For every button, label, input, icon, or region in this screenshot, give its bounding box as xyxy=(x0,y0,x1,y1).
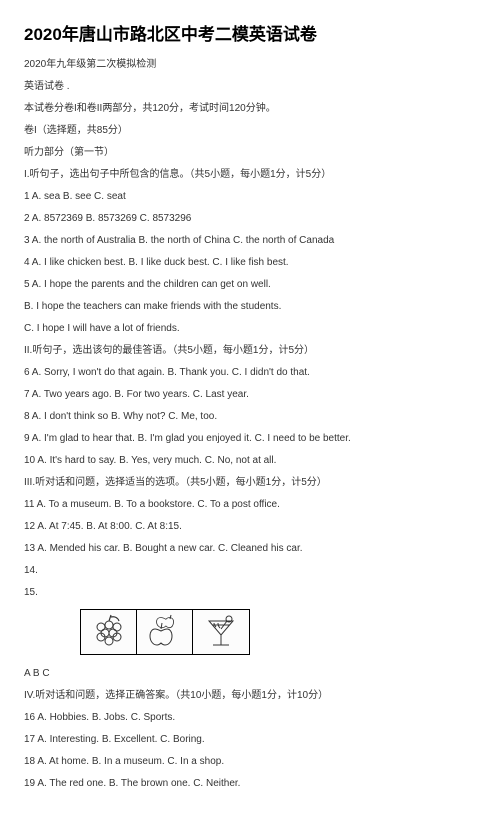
apples-icon xyxy=(143,613,187,651)
cocktail-icon xyxy=(199,613,243,651)
text-line: 本试卷分卷I和卷II两部分，共120分，考试时间120分钟。 xyxy=(24,103,480,115)
document-body: 2020年九年级第二次模拟检测 英语试卷 . 本试卷分卷I和卷II两部分，共12… xyxy=(24,59,480,790)
text-line: 2020年九年级第二次模拟检测 xyxy=(24,59,480,71)
image-cell-cocktail xyxy=(193,610,249,654)
text-line: 4 A. I like chicken best. B. I like duck… xyxy=(24,257,480,269)
text-line: 英语试卷 . xyxy=(24,81,480,93)
text-line: 19 A. The red one. B. The brown one. C. … xyxy=(24,778,480,790)
image-cell-apples xyxy=(137,610,193,654)
image-box xyxy=(80,609,250,655)
text-line: 15. xyxy=(24,587,480,599)
answer-image-row xyxy=(80,609,480,656)
text-line: 3 A. the north of Australia B. the north… xyxy=(24,235,480,247)
text-line: IV.听对话和问题，选择正确答案。（共10小题，每小题1分，计10分） xyxy=(24,690,480,702)
text-line: III.听对话和问题，选择适当的选项。（共5小题，每小题1分，计5分） xyxy=(24,477,480,489)
text-line: B. I hope the teachers can make friends … xyxy=(24,301,480,313)
text-line: 11 A. To a museum. B. To a bookstore. C.… xyxy=(24,499,480,511)
text-line: 17 A. Interesting. B. Excellent. C. Bori… xyxy=(24,734,480,746)
text-line: C. I hope I will have a lot of friends. xyxy=(24,323,480,335)
text-line: 5 A. I hope the parents and the children… xyxy=(24,279,480,291)
text-line: 14. xyxy=(24,565,480,577)
text-line: 10 A. It's hard to say. B. Yes, very muc… xyxy=(24,455,480,467)
text-line: I.听句子，选出句子中所包含的信息。（共5小题，每小题1分，计5分） xyxy=(24,169,480,181)
grapes-icon xyxy=(87,613,131,651)
text-line: 8 A. I don't think so B. Why not? C. Me,… xyxy=(24,411,480,423)
text-line: 2 A. 8572369 B. 8573269 C. 8573296 xyxy=(24,213,480,225)
text-line: 1 A. sea B. see C. seat xyxy=(24,191,480,203)
text-line: 7 A. Two years ago. B. For two years. C.… xyxy=(24,389,480,401)
text-line: A B C xyxy=(24,668,480,680)
text-line: 13 A. Mended his car. B. Bought a new ca… xyxy=(24,543,480,555)
image-cell-grapes xyxy=(81,610,137,654)
text-line: 听力部分（第一节） xyxy=(24,147,480,159)
text-line: 卷I（选择题，共85分） xyxy=(24,125,480,137)
page-title: 2020年唐山市路北区中考二模英语试卷 xyxy=(24,20,480,45)
text-line: 16 A. Hobbies. B. Jobs. C. Sports. xyxy=(24,712,480,724)
text-line: 6 A. Sorry, I won't do that again. B. Th… xyxy=(24,367,480,379)
text-line: 9 A. I'm glad to hear that. B. I'm glad … xyxy=(24,433,480,445)
text-line: II.听句子，选出该句的最佳答语。（共5小题，每小题1分，计5分） xyxy=(24,345,480,357)
text-line: 12 A. At 7:45. B. At 8:00. C. At 8:15. xyxy=(24,521,480,533)
text-line: 18 A. At home. B. In a museum. C. In a s… xyxy=(24,756,480,768)
